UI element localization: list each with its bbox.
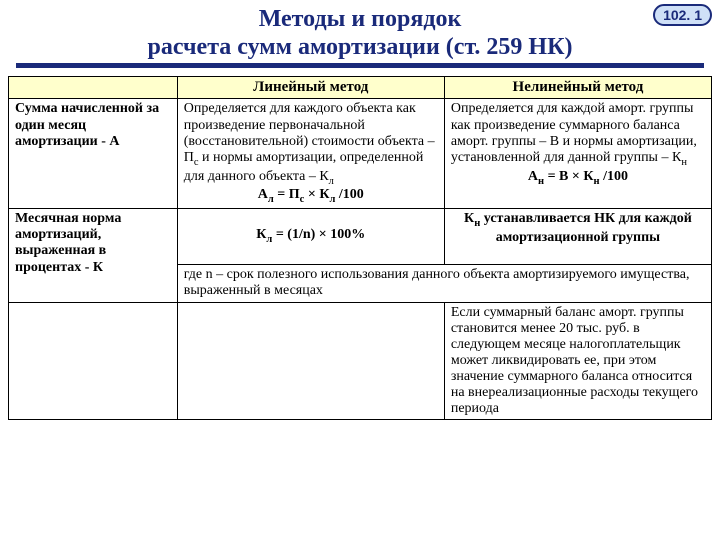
page-badge: 102. 1 xyxy=(653,4,712,26)
cell-linear-empty xyxy=(177,302,444,420)
cell-footnote: где n – срок полезного использования дан… xyxy=(177,265,711,302)
formula-linear-k: Кл = (1/n) × 100% xyxy=(256,227,365,242)
row-label-rate: Месячная норма амортизаций, выраженная в… xyxy=(9,209,178,302)
cell-nonlinear-note: Если суммарный баланс аморт. группы стан… xyxy=(444,302,711,420)
table-row: Сумма начисленной за один месяц амортиза… xyxy=(9,99,712,209)
header-linear: Линейный метод xyxy=(177,77,444,99)
page-title: Методы и порядок расчета сумм амортизаци… xyxy=(8,6,712,61)
header-nonlinear: Нелинейный метод xyxy=(444,77,711,99)
formula-linear-a: Ал = Пс × Кл /100 xyxy=(184,187,438,206)
table-header-row: Линейный метод Нелинейный метод xyxy=(9,77,712,99)
table-row: Если суммарный баланс аморт. группы стан… xyxy=(9,302,712,420)
cell-nonlinear-rate: Кн устанавливается НК для каждой амортиз… xyxy=(444,209,711,265)
header-empty xyxy=(9,77,178,99)
methods-table: Линейный метод Нелинейный метод Сумма на… xyxy=(8,76,712,420)
formula-nonlinear-a: Ан = В × Кн /100 xyxy=(451,169,705,188)
text: устанавливается НК для каждой амортизаци… xyxy=(484,211,692,245)
text: и нормы амортизации, определенной для да… xyxy=(184,150,424,184)
row-label-amount: Сумма начисленной за один месяц амортиза… xyxy=(9,99,178,209)
table-row: Месячная норма амортизаций, выраженная в… xyxy=(9,209,712,265)
cell-linear-rate: Кл = (1/n) × 100% xyxy=(177,209,444,265)
title-underline xyxy=(16,63,704,68)
title-line-1: Методы и порядок xyxy=(259,6,462,32)
header: Методы и порядок расчета сумм амортизаци… xyxy=(0,0,720,72)
row-label-empty xyxy=(9,302,178,420)
cell-nonlinear-amount: Определяется для каждой аморт. группы ка… xyxy=(444,99,711,209)
title-line-2: расчета сумм амортизации (ст. 259 НК) xyxy=(147,34,572,60)
text: Определяется для каждой аморт. группы ка… xyxy=(451,101,697,164)
cell-linear-amount: Определяется для каждого объекта как про… xyxy=(177,99,444,209)
